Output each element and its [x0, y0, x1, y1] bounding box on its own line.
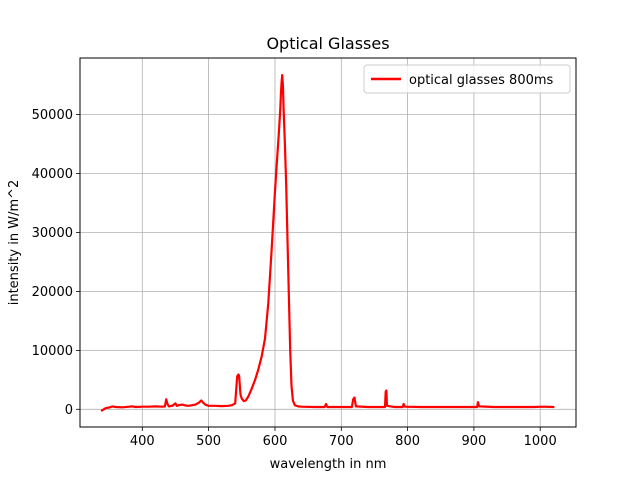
x-tick-label: 600 — [263, 434, 288, 449]
x-tick-layer: 400 500 600 700 800 900 1000 — [130, 427, 557, 449]
y-tick-label: 20000 — [32, 285, 73, 300]
x-tick-label: 400 — [130, 434, 155, 449]
y-tick-label: 0 — [65, 403, 73, 418]
y-axis-label: intensity in W/m^2 — [7, 180, 22, 306]
x-tick-label: 900 — [461, 434, 486, 449]
y-tick-label: 30000 — [32, 226, 73, 241]
x-tick-label: 1000 — [524, 434, 557, 449]
y-tick-label: 50000 — [32, 108, 73, 123]
series-line — [100, 73, 555, 412]
legend: optical glasses 800ms — [363, 64, 571, 94]
grid-layer — [80, 58, 576, 427]
x-tick-label: 700 — [329, 434, 354, 449]
y-tick-layer: 0 10000 20000 30000 40000 50000 — [32, 108, 80, 418]
legend-label: optical glasses 800ms — [409, 73, 554, 88]
x-tick-label: 800 — [395, 434, 420, 449]
y-tick-label: 40000 — [32, 167, 73, 182]
series-layer — [100, 73, 555, 412]
chart-title: Optical Glasses — [266, 34, 389, 53]
legend-box — [363, 64, 571, 94]
plot-area — [80, 58, 576, 427]
x-axis-label: wavelength in nm — [270, 457, 387, 472]
plot-frame — [79, 57, 577, 428]
y-tick-label: 10000 — [32, 344, 73, 359]
x-tick-label: 500 — [196, 434, 221, 449]
